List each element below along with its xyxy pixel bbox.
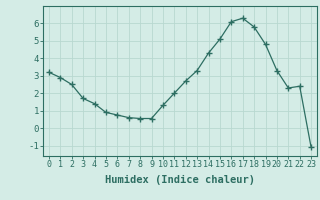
X-axis label: Humidex (Indice chaleur): Humidex (Indice chaleur) — [105, 175, 255, 185]
